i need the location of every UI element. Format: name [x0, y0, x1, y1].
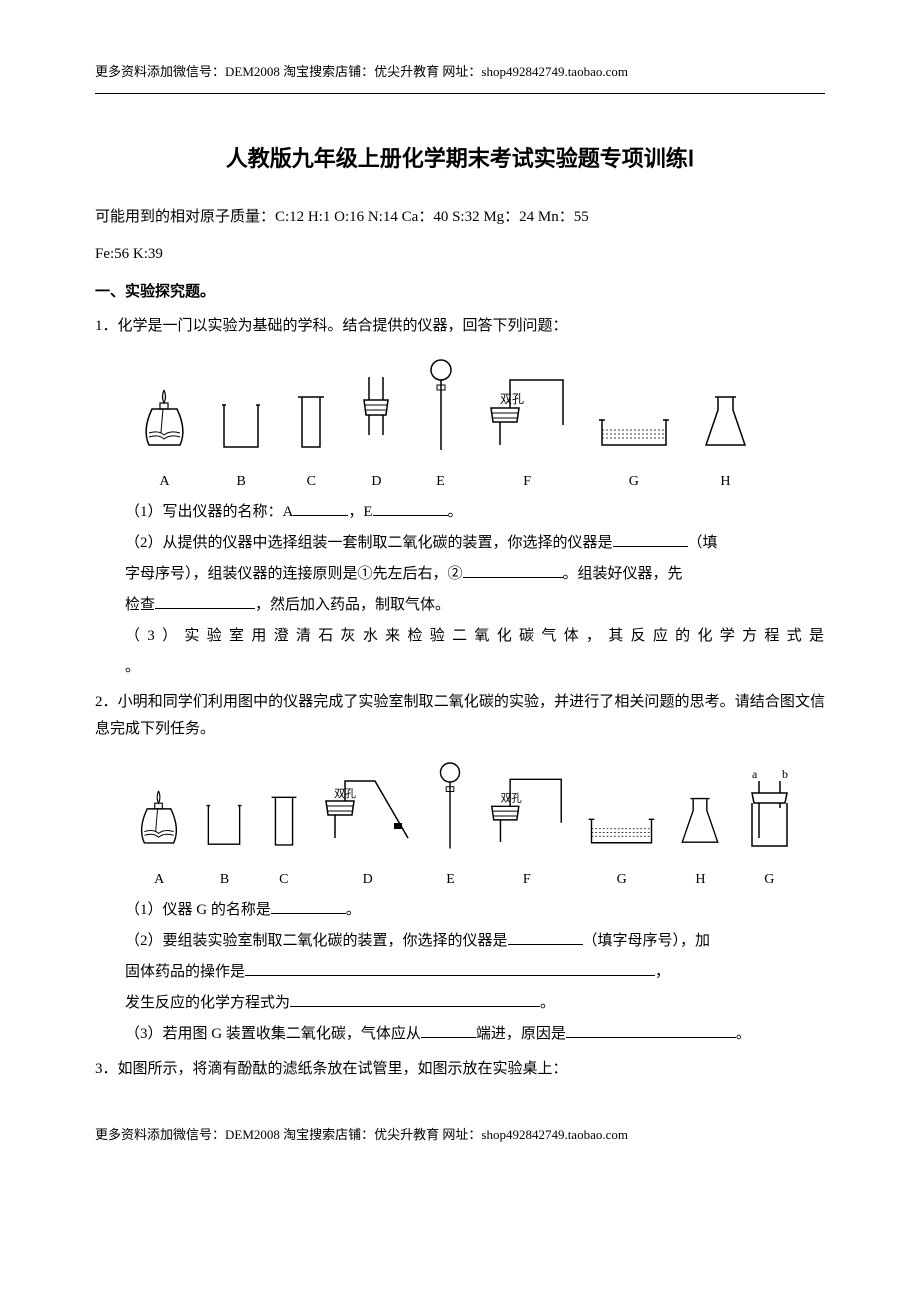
label-F: F — [523, 469, 531, 494]
apparatus2-G: G — [584, 785, 659, 892]
apparatus-E: E — [421, 355, 461, 494]
page-header: 更多资料添加微信号：DEM2008 淘宝搜索店铺：优尖升教育 网址：shop49… — [95, 60, 825, 94]
label-C: C — [307, 469, 316, 494]
q1-sub2c: 检查，然后加入药品，制取气体。 — [95, 592, 825, 619]
label2-A: A — [154, 867, 164, 892]
q2-sub2b: 固体药品的操作是， — [95, 959, 825, 986]
q1-sub1: （1）写出仪器的名称：A，E。 — [95, 499, 825, 526]
label2-E: E — [446, 867, 455, 892]
q2-sub2c: 发生反应的化学方程式为。 — [95, 990, 825, 1017]
apparatus2-C: C — [264, 785, 304, 892]
apparatus-D: D — [356, 375, 396, 494]
blank — [508, 931, 583, 945]
apparatus2-H: H — [675, 785, 725, 892]
apparatus2-F: 双孔 F — [486, 768, 568, 892]
label-H: H — [720, 469, 730, 494]
blank — [463, 564, 563, 578]
q1-stem: 1．化学是一门以实验为基础的学科。结合提供的仪器，回答下列问题： — [95, 313, 825, 340]
label-E: E — [436, 469, 445, 494]
page-footer: 更多资料添加微信号：DEM2008 淘宝搜索店铺：优尖升教育 网址：shop49… — [95, 1113, 825, 1146]
label2-C: C — [279, 867, 288, 892]
doc-title: 人教版九年级上册化学期末考试实验题专项训练Ⅰ — [95, 139, 825, 179]
apparatus2-E: E — [431, 758, 469, 892]
label2-G2: G — [764, 867, 774, 892]
blank — [566, 1024, 736, 1038]
blank — [245, 962, 655, 976]
q2-stem: 2．小明和同学们利用图中的仪器完成了实验室制取二氧化碳的实验，并进行了相关问题的… — [95, 689, 825, 743]
blank — [373, 502, 448, 516]
section-heading: 一、实验探究题。 — [95, 278, 825, 305]
apparatus2-G2: a b G — [742, 768, 797, 892]
blank — [293, 502, 348, 516]
svg-text:b: b — [782, 768, 788, 781]
q3-stem: 3．如图所示，将滴有酚酞的滤纸条放在试管里，如图示放在实验桌上： — [95, 1056, 825, 1083]
apparatus-C: C — [290, 385, 332, 494]
blank — [613, 533, 688, 547]
label2-F: F — [523, 867, 531, 892]
apparatus-A: A — [137, 385, 192, 494]
blank — [155, 595, 255, 609]
label-B: B — [237, 469, 246, 494]
blank — [290, 993, 540, 1007]
q1-sub2a: （2）从提供的仪器中选择组装一套制取二氧化碳的装置，你选择的仪器是（填 — [95, 530, 825, 557]
blank — [271, 900, 346, 914]
apparatus2-B: B — [201, 785, 247, 892]
label2-G: G — [617, 867, 627, 892]
apparatus-G: G — [594, 385, 674, 494]
q1-diagram: A B C D E — [125, 355, 765, 494]
label-A: A — [160, 469, 170, 494]
q1-sub3b: 。 — [95, 654, 825, 681]
blank — [421, 1024, 476, 1038]
apparatus-B: B — [216, 385, 266, 494]
label2-H: H — [695, 867, 705, 892]
svg-text:双孔: 双孔 — [500, 792, 522, 805]
q1-sub2b: 字母序号），组装仪器的连接原则是①先左后右，②。组装好仪器，先 — [95, 561, 825, 588]
svg-text:双孔: 双孔 — [500, 392, 524, 406]
apparatus-H: H — [698, 385, 753, 494]
svg-text:a: a — [752, 768, 758, 781]
q2-sub1: （1）仪器 G 的名称是。 — [95, 897, 825, 924]
label-D: D — [371, 469, 381, 494]
q1-sub3a: （3）实验室用澄清石灰水来检验二氧化碳气体，其反应的化学方程式是 — [95, 623, 825, 650]
apparatus2-D: 双孔 D — [320, 773, 415, 892]
q2-diagram: A B C 双孔 D — [125, 758, 805, 892]
label-G: G — [629, 469, 639, 494]
label2-D: D — [363, 867, 373, 892]
q2-sub2a: （2）要组装实验室制取二氧化碳的装置，你选择的仪器是（填字母序号），加 — [95, 928, 825, 955]
label2-B: B — [220, 867, 229, 892]
q2-sub3: （3）若用图 G 装置收集二氧化碳，气体应从端进，原因是。 — [95, 1021, 825, 1048]
atomic-mass-line2: Fe:56 K:39 — [95, 241, 825, 268]
apparatus-F: 双孔 F — [485, 370, 570, 494]
apparatus2-A: A — [133, 785, 185, 892]
atomic-mass-line1: 可能用到的相对原子质量：C:12 H:1 O:16 N:14 Ca：40 S:3… — [95, 204, 825, 231]
svg-text:双孔: 双孔 — [334, 787, 356, 800]
